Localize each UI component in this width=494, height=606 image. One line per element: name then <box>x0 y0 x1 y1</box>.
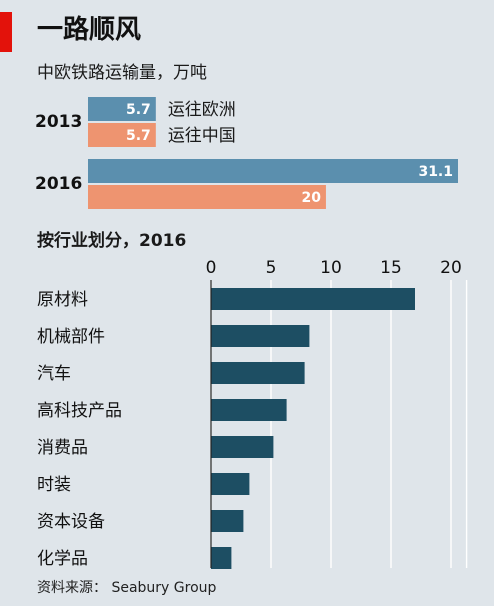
year-label-2016: 2016 <box>35 174 82 194</box>
industry-bar-2 <box>211 362 305 384</box>
industry-bar-7 <box>211 547 232 569</box>
legend-label-series-0: 运往欧洲 <box>168 100 236 120</box>
category-label-3: 高科技产品 <box>37 401 122 421</box>
industry-chart-title: 按行业划分，2016 <box>37 231 187 251</box>
industry-bar-4 <box>211 436 274 458</box>
bar-2013-series-0 <box>88 97 156 121</box>
x-tick-label-5: 5 <box>266 258 277 278</box>
x-tick-label-20: 20 <box>440 258 462 278</box>
category-label-2: 汽车 <box>37 364 71 384</box>
category-label-5: 时装 <box>37 475 71 495</box>
x-tick-label-15: 15 <box>380 258 402 278</box>
data-label-2016-series-0: 31.1 <box>418 164 453 180</box>
bar-2016-series-0 <box>88 159 458 183</box>
category-label-6: 资本设备 <box>37 512 105 532</box>
data-label-2016-series-1: 20 <box>301 190 321 206</box>
industry-bar-6 <box>211 510 244 532</box>
category-label-7: 化学品 <box>37 549 88 569</box>
industry-bar-5 <box>211 473 250 495</box>
chart-title: 一路顺风 <box>37 15 142 45</box>
chart-subtitle: 中欧铁路运输量，万吨 <box>37 63 207 83</box>
x-tick-label-10: 10 <box>320 258 342 278</box>
data-label-2013-series-0: 5.7 <box>126 102 151 118</box>
industry-bar-3 <box>211 399 287 421</box>
industry-bar-0 <box>211 288 415 310</box>
category-label-1: 机械部件 <box>37 327 105 347</box>
industry-bar-1 <box>211 325 310 347</box>
legend-label-series-1: 运往中国 <box>168 126 236 146</box>
data-label-2013-series-1: 5.7 <box>126 128 151 144</box>
year-label-2013: 2013 <box>35 112 82 132</box>
bar-2013-series-1 <box>88 123 156 147</box>
category-label-0: 原材料 <box>37 290 88 310</box>
bar-2016-series-1 <box>88 185 326 209</box>
x-tick-label-0: 0 <box>206 258 217 278</box>
red-accent-bar <box>0 12 12 52</box>
category-label-4: 消费品 <box>37 438 88 458</box>
source-note: 资料来源： Seabury Group <box>37 580 217 596</box>
